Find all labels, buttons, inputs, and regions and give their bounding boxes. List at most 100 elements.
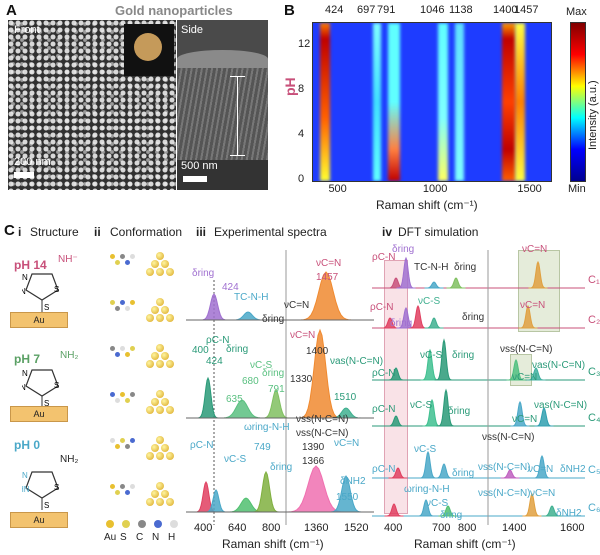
exp-peak-label: 1550	[336, 492, 359, 503]
dft-row-label: C₁	[588, 274, 600, 286]
au-atom	[156, 252, 164, 260]
dft-row-label: C₂	[588, 314, 600, 326]
exp-xtick: 1520	[344, 522, 369, 534]
au-substrate-2: Au	[10, 406, 68, 422]
svg-text:N: N	[22, 287, 26, 296]
sub-ii-num: ii	[94, 225, 101, 239]
au-atom	[156, 406, 164, 414]
molecule-atom	[120, 300, 125, 305]
au-atom	[166, 452, 174, 460]
cross-section	[177, 60, 268, 160]
molecule-atom	[110, 392, 115, 397]
exp-peak-label: 1510	[334, 392, 357, 403]
heatmap-ytick: 4	[298, 127, 305, 140]
dft-peak	[424, 317, 444, 329]
dft-xtick: 700	[432, 522, 451, 534]
exp-peak	[198, 293, 230, 321]
dft-peak-label: ρC-N	[372, 368, 396, 379]
molecule-atom	[130, 392, 135, 397]
molecule-ph14: NN SS	[22, 273, 59, 312]
exp-peak-label: δNH2	[340, 476, 366, 487]
exp-peak-label: ρC-N	[190, 440, 214, 451]
legend-label: C	[136, 532, 144, 543]
dft-peak-label: νss(N-C=N)	[478, 462, 531, 473]
thickness-marker	[237, 76, 238, 156]
heatmap-band	[502, 23, 517, 181]
dft-peak	[434, 338, 454, 381]
dft-peak-label: νC-S	[420, 350, 443, 361]
heatmap-band	[515, 23, 526, 181]
exp-peak	[229, 311, 267, 321]
molecule-atom	[130, 484, 135, 489]
molecule-atom	[115, 306, 120, 311]
molecule-atom	[125, 444, 130, 449]
cbar-max: Max	[566, 6, 587, 18]
sub-i-num: i	[18, 225, 22, 239]
au-atom	[156, 452, 164, 460]
dft-peak-label: TC-N-H	[414, 262, 449, 273]
molecule-atom	[115, 398, 120, 403]
au-atom	[161, 352, 169, 360]
dft-peak-label: νss(N-C=N)	[482, 432, 535, 443]
cbar-min: Min	[568, 183, 586, 195]
exp-peak-label: νC=N	[334, 438, 360, 449]
au-atom	[166, 406, 174, 414]
peak-label: 1400	[493, 4, 518, 16]
peak-label: 791	[377, 4, 396, 16]
au-atom	[161, 260, 169, 268]
exp-peak-label: 424	[206, 356, 223, 367]
au-atom	[156, 314, 164, 322]
dft-peak-label: ωring-N-H	[404, 484, 450, 495]
svg-text:S: S	[44, 303, 49, 312]
exp-peak-label: 1390	[302, 442, 325, 453]
au-atom	[166, 314, 174, 322]
dft-peak	[384, 503, 404, 517]
peak-label: 1046	[420, 4, 445, 16]
ph0-group: NH₂	[60, 454, 79, 465]
ph7-label: pH 7	[14, 352, 41, 366]
exp-peak-label: νC=N	[316, 258, 342, 269]
sub-iv-title: DFT simulation	[398, 225, 479, 239]
au-atom	[156, 482, 164, 490]
molecule-atom	[125, 490, 130, 495]
ph7-group: NH₂	[60, 350, 79, 361]
molecule-atom	[115, 260, 120, 265]
dft-peak-label: νas(N-C=N)	[534, 400, 588, 411]
dft-peak-label: δring	[452, 350, 475, 361]
dft-peak-label: νC-S	[410, 400, 433, 411]
side-label: Side	[181, 24, 204, 36]
exp-peak-label: 1366	[302, 456, 325, 467]
molecule-atom	[115, 352, 120, 357]
molecule-atom	[120, 346, 125, 351]
dft-peak-label: δNH2	[556, 508, 582, 519]
au-atom	[146, 498, 154, 506]
panel-b-letter: B	[284, 2, 295, 19]
colorbar	[570, 22, 586, 182]
exp-xtick: 1360	[304, 522, 329, 534]
molecule-atom	[110, 484, 115, 489]
legend-label: N	[152, 532, 160, 543]
dft-peak	[510, 400, 530, 427]
molecule-atom	[130, 346, 135, 351]
peak-label: 697	[357, 4, 376, 16]
dft-peak-label: ρC-N	[372, 404, 396, 415]
dft-peak	[436, 388, 456, 427]
dft-peak	[542, 505, 562, 517]
exp-peak	[250, 470, 282, 513]
exp-peak-label: νss(N-C=N)	[296, 414, 349, 425]
exp-peak-label: νas(N-C=N)	[330, 356, 384, 367]
exp-xlabel: Raman shift (cm⁻¹)	[222, 537, 324, 551]
heatmap-band	[372, 23, 381, 181]
svg-text:N: N	[22, 369, 28, 378]
dft-peak	[416, 499, 436, 517]
ph14-label: pH 14	[14, 258, 47, 272]
exp-peak-label: δring	[262, 314, 285, 325]
dft-peak-label: νC=N	[528, 464, 554, 475]
molecule-atom	[120, 484, 125, 489]
au-atom	[146, 268, 154, 276]
dft-peak-label: δring	[454, 262, 477, 273]
scale-front-label: 200 nm	[14, 156, 51, 168]
exp-peak	[195, 376, 221, 419]
au-atom	[151, 352, 159, 360]
au-atom	[156, 268, 164, 276]
